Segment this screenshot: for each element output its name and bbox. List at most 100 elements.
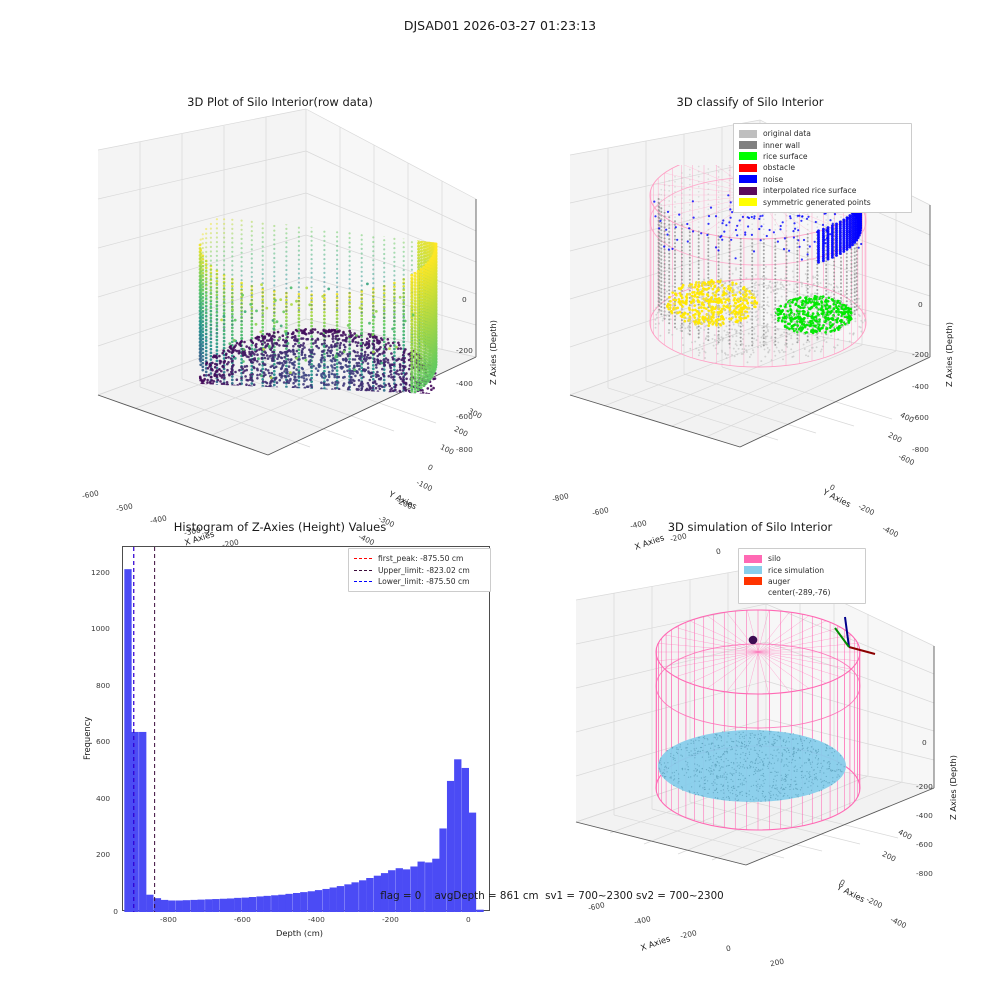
legend-item-upper-limit: Upper_limit: -823.02 cm [354,564,484,575]
status-bar: flag = 0 avgDepth = 861 cm sv1 = 700~230… [380,890,724,902]
panel1-ztick-1: -200 [456,346,473,355]
panel2-title: 3D classify of Silo Interior [676,95,824,109]
legend-label-silo: silo [768,554,781,564]
panel2-ztick-0: 0 [918,300,923,309]
panel3-ytick-3: 600 [96,737,111,746]
swatch-rice-surface [739,152,757,161]
swatch-first-peak [354,558,372,560]
panel1-xtick-0: -600 [81,488,100,501]
figure-suptitle: DJSAD01 2026-03-27 01:23:13 [403,18,597,33]
panel4-legend: silo rice simulation auger center(-289,-… [738,548,866,604]
legend-item-rice-surface: rice surface [739,151,905,162]
legend-label-noise: noise [763,174,784,184]
swatch-noise [739,175,757,184]
panel3-xtick-2: -400 [308,915,325,924]
panel4-zlabel: Z Axies (Depth) [948,754,958,820]
swatch-interpolated-rice-surface [739,186,757,195]
panel3-xtick-3: -200 [382,915,399,924]
panel3-plot-frame [122,546,490,912]
panel3-ytick-6: 1200 [91,568,110,577]
panel4-ztick-1: -200 [916,782,933,791]
swatch-obstacle [739,163,757,172]
panel2-ztick-3: -600 [912,413,929,422]
panel2-zlabel: Z Axies (Depth) [944,321,954,387]
panel2-xtick-1: -600 [591,505,610,518]
panel3-ytick-1: 200 [96,850,111,859]
legend-item-obstacle: obstacle [739,162,905,173]
panel1-zlabel: Z Axies (Depth) [488,319,498,385]
panel3-xtick-4: 0 [466,915,471,924]
legend-label-obstacle: obstacle [763,163,796,173]
panel1-ztick-2: -400 [456,379,473,388]
panel2-spines [569,205,931,448]
legend-item-auger: auger [744,576,859,587]
panel3-bars-svg [124,547,484,912]
panel1-ztick-3: -600 [456,412,473,421]
panel2-legend: original data inner wall rice surface ob… [733,123,912,213]
panel4-xtick-3: 0 [725,943,732,954]
swatch-silo [744,554,762,563]
panel3-ytick-5: 1000 [91,624,110,633]
legend-label-interpolated-rice-surface: interpolated rice surface [763,186,857,196]
panel-3d-classify: 3D classify of Silo Interior [530,95,970,570]
legend-label-inner-wall: inner wall [763,140,801,150]
swatch-symmetric-generated-points [739,198,757,207]
panel2-ztick-4: -800 [912,445,929,454]
panel3-title: Histogram of Z-Axies (Height) Values [173,520,387,534]
histogram-bars [124,569,484,912]
panel4-xlabel: X Axies [639,933,672,953]
panel4-ztick-0: 0 [922,738,927,747]
panel2-ylabel: Y Axies [821,486,853,510]
panel4-xtick-0: -600 [587,900,606,913]
panel4-spines [575,646,935,866]
panel2-xtick-0: -800 [551,491,570,504]
panel3-xlabel: Depth (cm) [276,928,324,938]
panel1-ztick-4: -800 [456,445,473,454]
swatch-original-data [739,129,757,138]
legend-label-lower-limit: Lower_limit: -875.50 cm [378,576,470,586]
legend-label-rice-simulation: rice simulation [768,565,825,575]
panel3-ylabel: Frequency [82,716,92,760]
legend-item-first-peak: first_peak: -875.50 cm [354,553,484,564]
swatch-rice-simulation [744,566,762,575]
panel4-ztick-2: -400 [916,811,933,820]
panel1-axes3d [97,108,477,456]
panel4-axes3d [575,565,935,866]
panel3-legend: first_peak: -875.50 cm Upper_limit: -823… [348,548,491,593]
panel4-xtick-4: 200 [769,956,785,969]
legend-item-interpolated-rice-surface: interpolated rice surface [739,185,905,196]
legend-item-center: center(-289,-76) [744,587,859,598]
panel4-xtick-2: -200 [679,928,698,941]
legend-item-inner-wall: inner wall [739,139,905,150]
panel3-xtick-0: -800 [160,915,177,924]
legend-label-rice-surface: rice surface [763,151,808,161]
panel1-spines [97,199,477,456]
panel4-ztick-4: -800 [916,869,933,878]
legend-item-symmetric-generated-points: symmetric generated points [739,196,905,207]
panel4-center-marker [748,635,758,645]
panel-3d-raw: 3D Plot of Silo Interior(row data) [60,95,500,583]
histogram-threshold-lines [133,547,156,912]
legend-label-upper-limit: Upper_limit: -823.02 cm [378,565,470,575]
legend-item-rice-simulation: rice simulation [744,564,859,575]
panel1-xtick-1: -500 [115,501,134,514]
panel4-pane-back [576,566,934,865]
panel4-ytick-4: -400 [888,914,908,931]
legend-label-auger: auger [768,576,791,586]
swatch-center [744,589,762,597]
panel4-rice-simulation [658,730,846,803]
panel4-ztick-3: -600 [916,840,933,849]
panel3-ytick-4: 800 [96,681,111,690]
panel4-auger-axes-indicator [834,616,876,655]
panel2-ytick-3: -200 [856,501,876,518]
swatch-lower-limit [354,580,372,582]
legend-label-original-data: original data [763,129,811,139]
swatch-upper-limit [354,569,372,571]
panel2-ztick-2: -400 [912,382,929,391]
panel3-ytick-2: 400 [96,794,111,803]
legend-label-first-peak: first_peak: -875.50 cm [378,554,464,564]
panel2-ztick-1: -200 [912,350,929,359]
panel-3d-simulation: 3D simulation of Silo Interior [530,520,970,968]
legend-item-lower-limit: Lower_limit: -875.50 cm [354,576,484,587]
